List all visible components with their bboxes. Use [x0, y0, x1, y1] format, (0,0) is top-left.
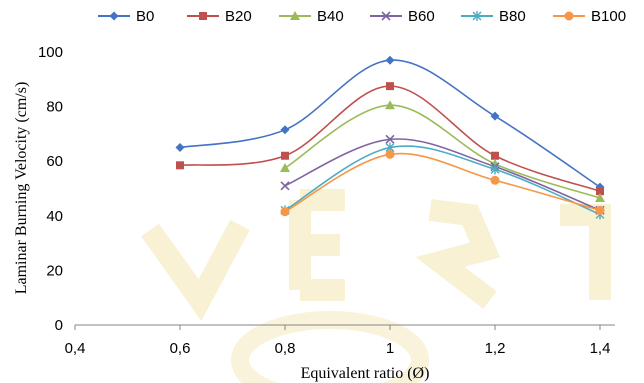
y-tick-label: 0 [55, 317, 63, 334]
x-axis-ticks: 0,4 0,6 0,8 1 1,2 1,4 [65, 325, 611, 357]
data-point [596, 187, 604, 196]
data-point [280, 181, 290, 191]
data-point [280, 163, 290, 173]
legend-item: B20 [187, 8, 252, 25]
series-b100 [280, 149, 605, 217]
x-tick-label: 1 [386, 340, 394, 357]
legend-item: B0 [98, 8, 154, 25]
series-b0 [175, 55, 605, 192]
y-tick-label: 40 [46, 208, 63, 225]
x-tick-label: 1,4 [590, 340, 611, 357]
legend-item: B100 [553, 8, 626, 25]
data-point [280, 207, 290, 217]
legend-marker [109, 11, 119, 21]
y-tick-label: 60 [46, 153, 63, 170]
data-point [490, 175, 500, 185]
x-tick-label: 1,2 [485, 340, 506, 357]
data-point [490, 164, 500, 175]
data-point [595, 205, 605, 215]
data-point [491, 151, 499, 160]
x-tick-label: 0,6 [170, 340, 191, 357]
x-axis-title: Equivalent ratio (Ø) [301, 365, 430, 382]
series-layer [175, 55, 605, 220]
legend-label: B20 [225, 8, 252, 25]
legend-marker [564, 11, 574, 21]
data-point [386, 82, 394, 91]
data-point [490, 111, 500, 121]
legend-label: B40 [317, 8, 344, 25]
legend-label: B60 [408, 8, 435, 25]
x-tick-label: 0,8 [275, 340, 296, 357]
data-point [385, 100, 395, 110]
y-axis-ticks: 0 20 40 60 80 100 [38, 44, 63, 334]
data-point [385, 149, 395, 159]
data-point [385, 134, 395, 144]
series-line [179, 59, 601, 188]
series-line [284, 138, 601, 212]
legend-marker [472, 11, 482, 21]
data-point [595, 193, 605, 203]
legend-label: B0 [136, 8, 154, 25]
legend-label: B100 [591, 8, 626, 25]
series-line [284, 104, 601, 199]
legend-label: B80 [499, 8, 526, 25]
series-line [284, 152, 601, 213]
data-point [281, 151, 289, 160]
data-point [385, 55, 395, 65]
legend-marker [381, 11, 391, 21]
legend: B0 B20 B40 B60 B80 B100 [98, 8, 626, 25]
legend-marker [290, 11, 300, 20]
legend-item: B60 [370, 8, 435, 25]
legend-marker [199, 12, 207, 20]
data-point [176, 161, 184, 170]
y-axis-title: Laminar Burning Velocity (cm/s) [13, 82, 30, 295]
legend-item: B40 [279, 8, 344, 25]
y-tick-label: 80 [46, 99, 63, 116]
axes: 0,4 0,6 0,8 1 1,2 1,4 0 20 40 60 80 100 [38, 44, 615, 357]
series-b20 [176, 82, 604, 196]
data-point [280, 125, 290, 135]
series-line [284, 145, 601, 216]
x-tick-label: 0,4 [65, 340, 86, 357]
y-tick-label: 20 [46, 262, 63, 279]
legend-item: B80 [461, 8, 526, 25]
data-point [175, 143, 185, 153]
watermark [141, 189, 611, 383]
y-tick-label: 100 [38, 44, 63, 61]
